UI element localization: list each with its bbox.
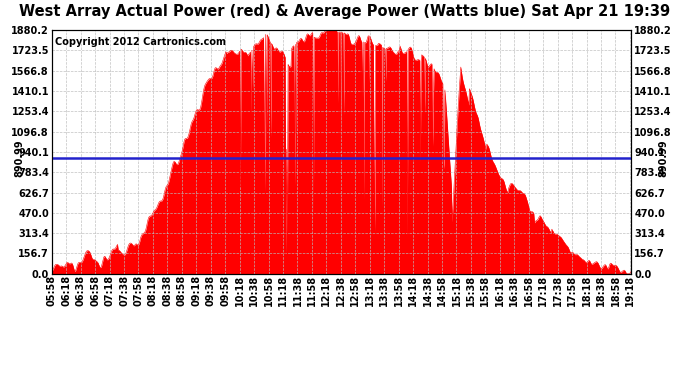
Text: 890.99: 890.99 bbox=[658, 140, 668, 177]
Text: West Array Actual Power (red) & Average Power (Watts blue) Sat Apr 21 19:39: West Array Actual Power (red) & Average … bbox=[19, 4, 671, 19]
Text: 890.99: 890.99 bbox=[15, 140, 25, 177]
Text: Copyright 2012 Cartronics.com: Copyright 2012 Cartronics.com bbox=[55, 38, 226, 47]
